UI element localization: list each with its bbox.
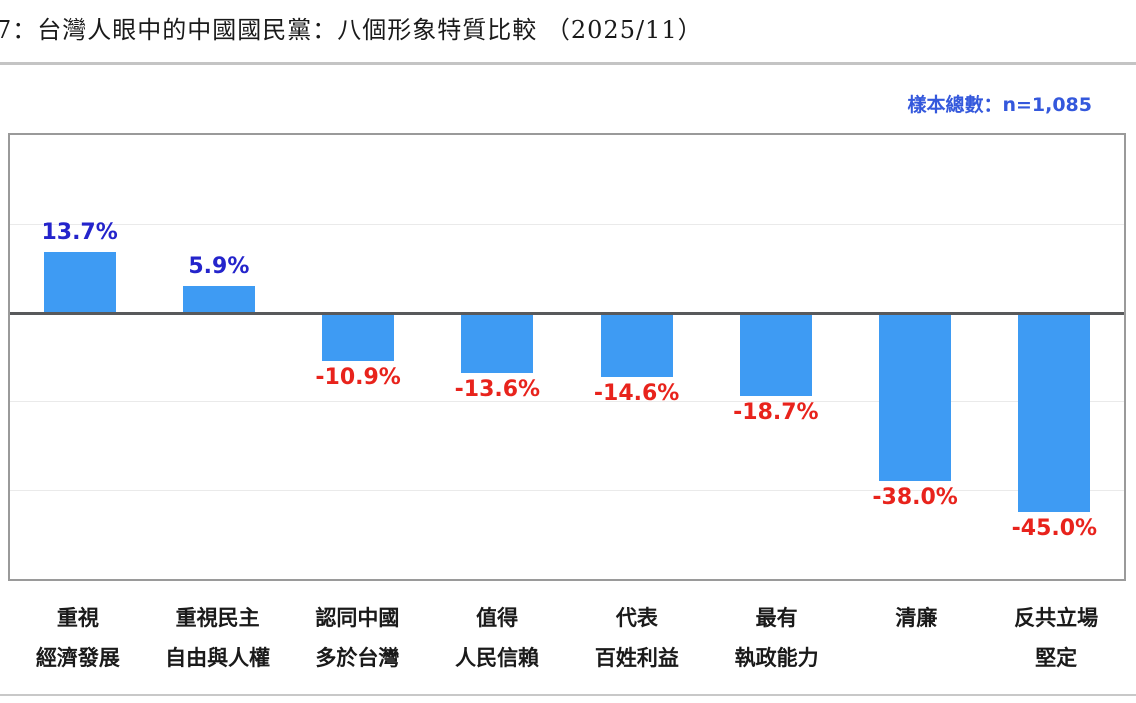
bar-6 xyxy=(739,312,812,396)
category-label-6: 最有 執政能力 xyxy=(734,606,819,670)
category-label-2: 重視民主 自由與人權 xyxy=(165,606,271,670)
bar-4 xyxy=(461,312,534,373)
value-label-4: -13.6% xyxy=(454,376,541,402)
value-label-7: -38.0% xyxy=(872,485,958,511)
header-divider xyxy=(0,62,1136,65)
bar-7 xyxy=(879,312,952,482)
category-label-7: 清廉 xyxy=(895,606,938,630)
value-label-8: -45.0% xyxy=(1011,516,1098,542)
bar-2 xyxy=(182,286,255,313)
category-label-3: 認同中國 多於台灣 xyxy=(315,606,400,670)
value-label-1: 13.7% xyxy=(41,219,118,245)
value-label-6: -18.7% xyxy=(733,399,819,425)
gridline--20 xyxy=(10,401,1124,403)
chart-title: 7：台灣人眼中的中國國民黨：八個形象特質比較 （2025/11） xyxy=(0,16,703,44)
zero-line xyxy=(10,311,1124,315)
plot-area: 13.7% 5.9% -10.9% -13.6% -14.6% -18.7% -38.0% -… xyxy=(8,133,1126,581)
bar-5 xyxy=(600,312,673,378)
category-label-8: 反共立場 堅定 xyxy=(1014,606,1099,670)
bar-3 xyxy=(322,312,395,361)
bar-1 xyxy=(43,251,116,313)
footer-divider xyxy=(0,694,1136,696)
category-label-4: 值得 人民信賴 xyxy=(455,606,540,670)
bar-8 xyxy=(1018,312,1091,513)
category-label-5: 代表 百姓利益 xyxy=(594,606,679,670)
gridline-20 xyxy=(10,223,1124,225)
category-axis: 重視 經濟發展 重視民主 自由與人權 認同中國 多於台灣 值得 人民信賴 代表 百姓利益 最有 執政能… xyxy=(8,598,1126,678)
sample-size-note: 樣本總數：n=1,085 xyxy=(907,94,1092,116)
value-label-5: -14.6% xyxy=(593,381,680,407)
category-label-1: 重視 經濟發展 xyxy=(35,606,120,670)
gridline--40 xyxy=(10,490,1124,492)
value-label-3: -10.9% xyxy=(315,364,401,390)
value-label-2: 5.9% xyxy=(188,254,250,280)
